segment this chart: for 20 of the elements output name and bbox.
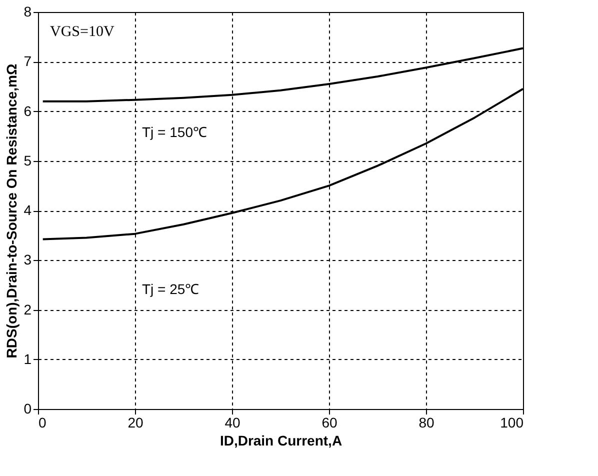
y-tick-label: 5 [24, 152, 32, 168]
x-tick-label: 20 [128, 414, 144, 430]
x-axis-title: ID,Drain Current,A [220, 432, 342, 448]
x-tick-label: 40 [224, 414, 240, 430]
y-tick-label: 8 [24, 4, 32, 20]
annotation: VGS=10V [50, 24, 114, 40]
y-tick-label: 3 [24, 252, 32, 268]
y-tick-label: 2 [24, 301, 32, 318]
y-tick-label: 0 [24, 400, 32, 416]
y-tick-label: 7 [24, 53, 32, 70]
y-tick-label: 6 [24, 102, 32, 119]
x-tick-label: 60 [322, 414, 338, 430]
x-tick-label: 100 [500, 414, 524, 430]
x-tick-label: 80 [418, 414, 434, 430]
y-tick-label: 1 [24, 350, 32, 367]
annotation: Tj = 150℃ [142, 124, 207, 140]
annotation: Tj = 25℃ [142, 281, 200, 297]
x-tick-label: 0 [38, 414, 46, 430]
y-axis-title: RDS(on),Drain-to-Source On Resistance,mΩ [4, 64, 20, 358]
y-tick-label: 4 [24, 202, 32, 218]
